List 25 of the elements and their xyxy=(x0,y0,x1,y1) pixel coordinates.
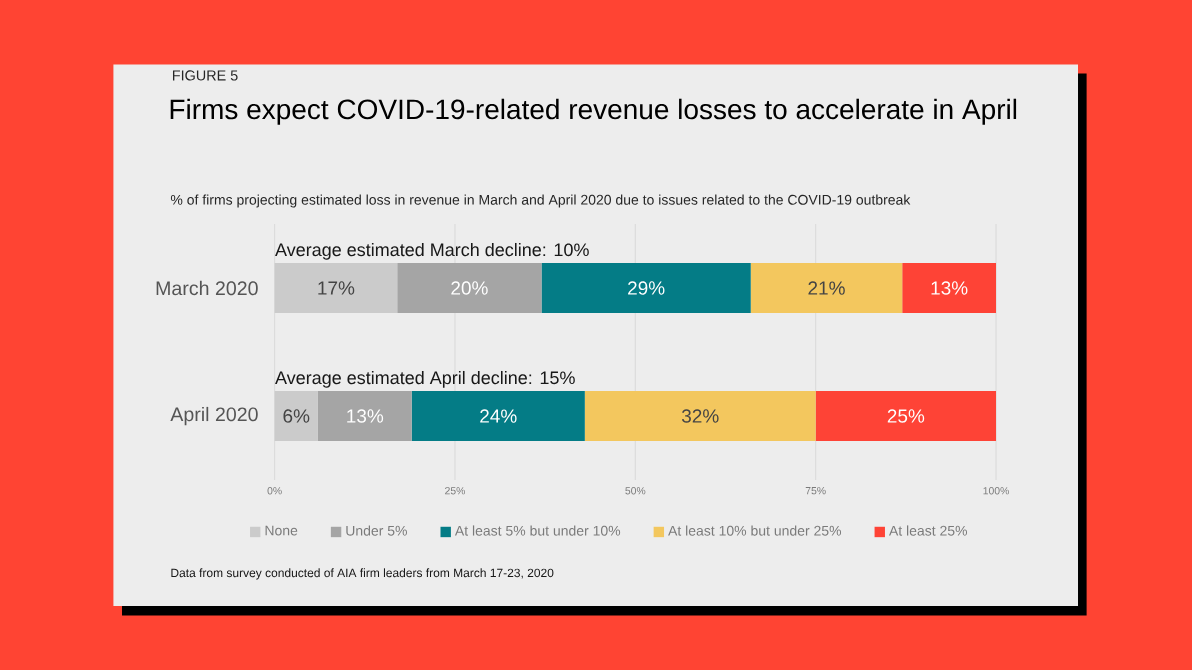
data-label: 17% xyxy=(318,281,355,295)
bar xyxy=(584,391,816,441)
data-label: 6% xyxy=(283,409,310,423)
y-tick-label: March 2020 xyxy=(156,280,258,296)
data-label: 29% xyxy=(628,281,665,295)
data-label: 13% xyxy=(931,281,968,295)
bar xyxy=(902,263,997,313)
bar xyxy=(541,263,751,313)
bar xyxy=(274,263,398,313)
bar xyxy=(411,391,585,441)
data-label: 21% xyxy=(808,281,845,295)
bar xyxy=(397,263,542,313)
y-tick-label: April 2020 xyxy=(170,406,258,426)
data-label: 20% xyxy=(451,281,488,295)
bar xyxy=(815,391,997,441)
chart-title: Firms expect COVID-19-related revenue losses to accelerate in April xyxy=(170,98,1017,125)
bar xyxy=(274,391,318,441)
annotation: Average estimated March decline: 10% xyxy=(275,242,589,260)
bar xyxy=(750,263,903,313)
bar xyxy=(317,391,412,441)
data-label: 24% xyxy=(480,409,517,423)
data-label: 32% xyxy=(681,409,719,423)
annotation: Average estimated April decline: 15% xyxy=(275,370,575,388)
data-label: 13% xyxy=(347,409,384,423)
data-label: 25% xyxy=(887,409,925,423)
